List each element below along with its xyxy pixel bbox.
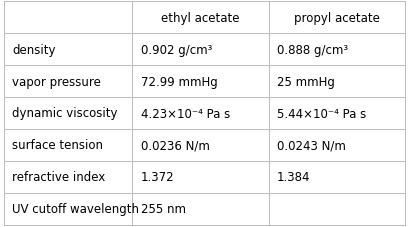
Bar bbox=[4, 34, 133, 66]
Bar bbox=[269, 98, 405, 129]
Text: density: density bbox=[12, 43, 56, 57]
Text: propyl acetate: propyl acetate bbox=[294, 12, 380, 25]
Text: 72.99 mmHg: 72.99 mmHg bbox=[141, 75, 217, 88]
Bar bbox=[133, 66, 269, 98]
Bar bbox=[269, 193, 405, 225]
Bar bbox=[133, 34, 269, 66]
Text: 4.23×10⁻⁴ Pa s: 4.23×10⁻⁴ Pa s bbox=[141, 107, 230, 120]
Bar bbox=[269, 34, 405, 66]
Bar bbox=[133, 2, 269, 34]
Text: 0.902 g/cm³: 0.902 g/cm³ bbox=[141, 43, 212, 57]
Text: ethyl acetate: ethyl acetate bbox=[161, 12, 240, 25]
Text: 5.44×10⁻⁴ Pa s: 5.44×10⁻⁴ Pa s bbox=[277, 107, 366, 120]
Text: vapor pressure: vapor pressure bbox=[12, 75, 101, 88]
Text: 0.0236 N/m: 0.0236 N/m bbox=[141, 139, 209, 152]
Bar bbox=[269, 66, 405, 98]
Bar bbox=[269, 2, 405, 34]
Text: 25 mmHg: 25 mmHg bbox=[277, 75, 335, 88]
Bar bbox=[133, 161, 269, 193]
Bar bbox=[133, 193, 269, 225]
Bar bbox=[4, 66, 133, 98]
Text: UV cutoff wavelength: UV cutoff wavelength bbox=[12, 202, 139, 215]
Bar bbox=[4, 2, 133, 34]
Bar bbox=[4, 98, 133, 129]
Text: 1.384: 1.384 bbox=[277, 170, 310, 184]
Bar bbox=[133, 129, 269, 161]
Bar bbox=[4, 161, 133, 193]
Text: surface tension: surface tension bbox=[12, 139, 103, 152]
Text: 255 nm: 255 nm bbox=[141, 202, 186, 215]
Bar bbox=[4, 193, 133, 225]
Text: dynamic viscosity: dynamic viscosity bbox=[12, 107, 118, 120]
Text: 1.372: 1.372 bbox=[141, 170, 174, 184]
Bar bbox=[269, 161, 405, 193]
Bar bbox=[269, 129, 405, 161]
Bar bbox=[4, 129, 133, 161]
Text: 0.0243 N/m: 0.0243 N/m bbox=[277, 139, 346, 152]
Bar bbox=[133, 98, 269, 129]
Text: 0.888 g/cm³: 0.888 g/cm³ bbox=[277, 43, 348, 57]
Text: refractive index: refractive index bbox=[12, 170, 106, 184]
